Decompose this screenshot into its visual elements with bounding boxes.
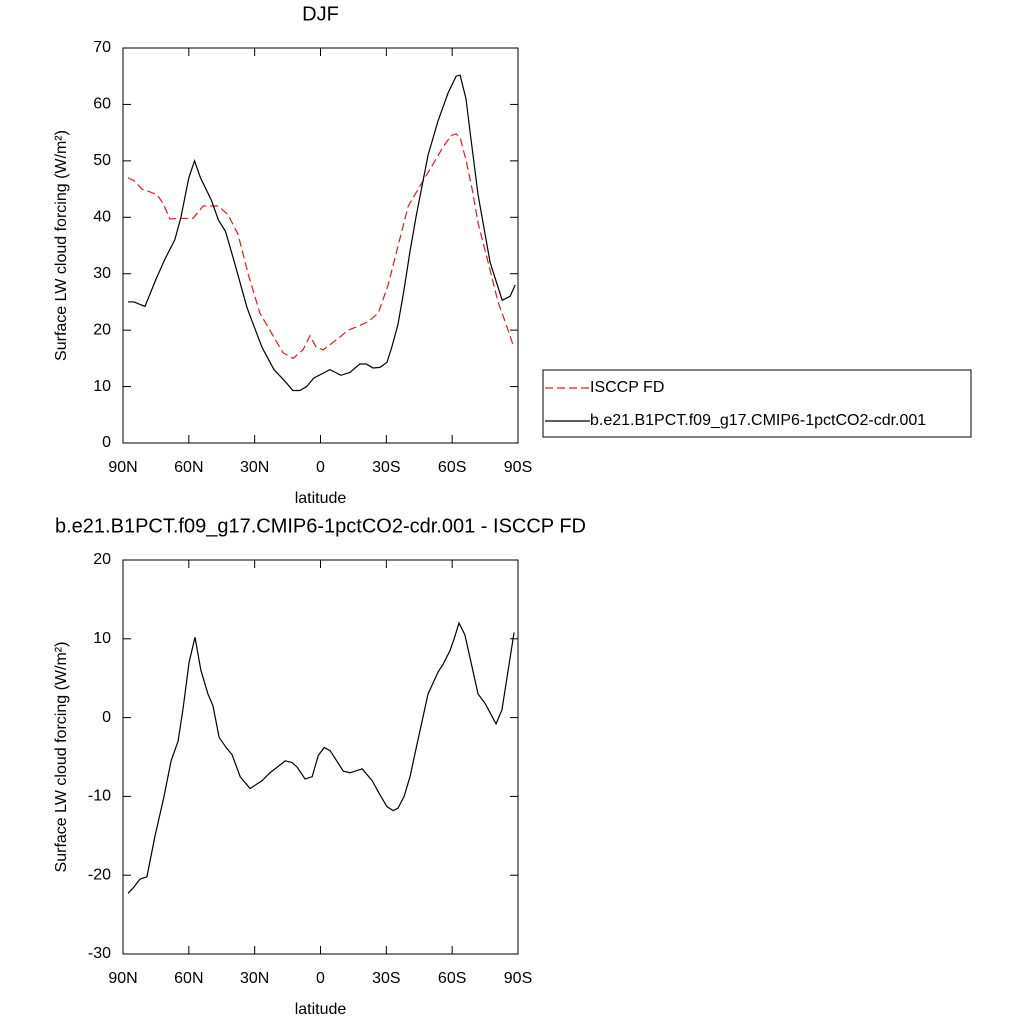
x-tick-label: 90S [504, 459, 532, 476]
y-tick-label: -20 [88, 866, 111, 883]
y-tick-label: 20 [93, 551, 111, 568]
x-tick-label: 90N [108, 459, 137, 476]
y-tick-label: 60 [93, 96, 111, 113]
legend-box [542, 369, 972, 438]
plot-frame [122, 47, 519, 444]
data-line [127, 133, 515, 360]
legend-label: ISCCP FD [590, 379, 664, 396]
y-axis-label: Surface LW cloud forcing (W/m²) [53, 130, 70, 361]
plot-frame [122, 559, 519, 955]
x-tick-label: 90S [504, 970, 532, 987]
y-tick-label: 70 [93, 39, 111, 56]
y-axis-label: Surface LW cloud forcing (W/m²) [53, 642, 70, 873]
y-tick-label: 10 [93, 630, 111, 647]
x-tick-label: 90N [108, 970, 137, 987]
x-tick-label: 30N [240, 970, 269, 987]
data-line [128, 74, 516, 392]
legend-label: b.e21.B1PCT.f09_g17.CMIP6-1pctCO2-cdr.00… [590, 412, 926, 429]
x-tick-label: 60N [174, 459, 203, 476]
x-axis-label: latitude [295, 490, 347, 507]
x-tick-label: 0 [316, 970, 325, 987]
chart-title: b.e21.B1PCT.f09_g17.CMIP6-1pctCO2-cdr.00… [55, 515, 586, 537]
y-tick-label: 40 [93, 209, 111, 226]
y-tick-label: 30 [93, 265, 111, 282]
x-axis-label: latitude [295, 1001, 347, 1018]
x-tick-label: 30S [372, 970, 400, 987]
x-tick-label: 60S [438, 970, 466, 987]
y-tick-label: 50 [93, 152, 111, 169]
y-tick-label: -30 [88, 945, 111, 962]
x-tick-label: 60N [174, 970, 203, 987]
x-tick-label: 30N [240, 459, 269, 476]
x-tick-label: 0 [316, 459, 325, 476]
y-tick-label: -10 [88, 788, 111, 805]
y-tick-label: 10 [93, 378, 111, 395]
data-line [127, 621, 515, 894]
y-tick-label: 0 [102, 709, 111, 726]
y-tick-label: 0 [102, 434, 111, 451]
chart-title: DJF [302, 3, 339, 25]
x-tick-label: 60S [438, 459, 466, 476]
x-tick-label: 30S [372, 459, 400, 476]
y-tick-label: 20 [93, 321, 111, 338]
